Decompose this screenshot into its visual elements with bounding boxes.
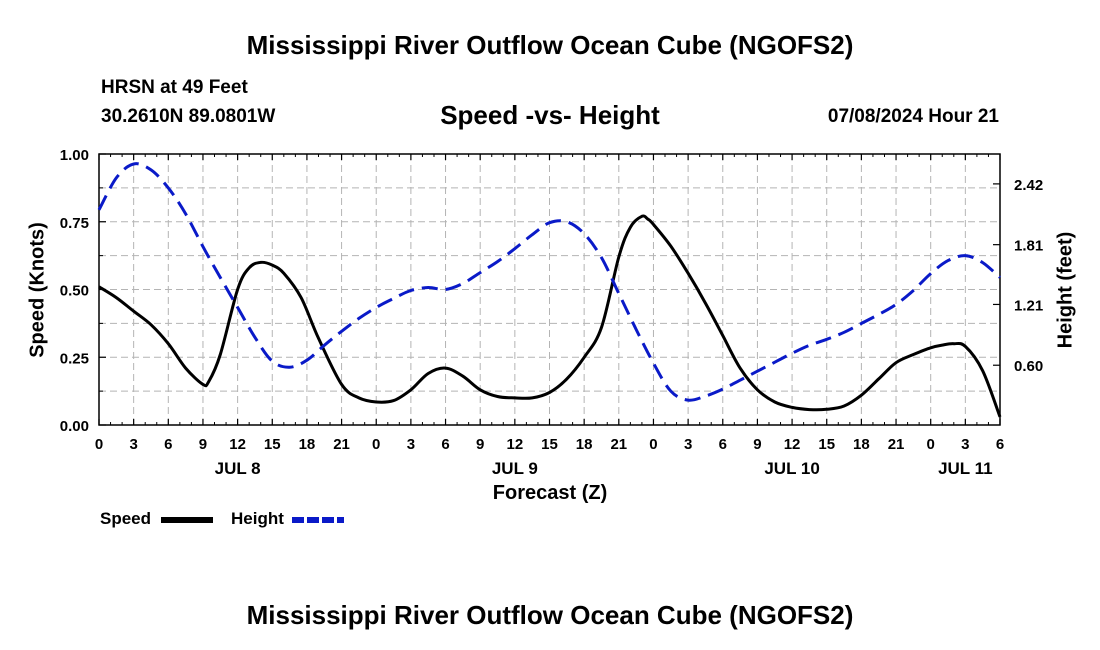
x-tick-label: 15 — [541, 436, 558, 453]
x-tick-label: 9 — [476, 436, 484, 453]
plot-frame — [98, 153, 1001, 426]
x-tick-label: 9 — [199, 436, 207, 453]
date-label: JUL 11 — [938, 459, 993, 478]
x-tick-label: 6 — [719, 436, 727, 453]
y-left-tick-label: 1.00 — [60, 147, 89, 164]
x-tick-label: 12 — [784, 436, 801, 453]
y-left-tick-label: 0.50 — [60, 283, 89, 300]
y-left-tick-label: 0.25 — [60, 350, 89, 367]
station-label: HRSN at 49 Feet — [101, 77, 248, 98]
date-label: JUL 10 — [764, 459, 819, 478]
x-tick-label: 6 — [996, 436, 1004, 453]
y-right-tick-label: 2.42 — [1014, 177, 1043, 194]
x-tick-label: 0 — [95, 436, 103, 453]
x-tick-label: 15 — [818, 436, 835, 453]
forecast-datestamp: 07/08/2024 Hour 21 — [827, 106, 999, 127]
x-tick-label: 12 — [507, 436, 524, 453]
x-tick-label: 21 — [610, 436, 627, 453]
date-label: JUL 9 — [492, 459, 538, 478]
x-tick-label: 18 — [299, 436, 316, 453]
x-tick-label: 18 — [853, 436, 870, 453]
chart-subtitle: Speed -vs- Height — [440, 100, 660, 130]
x-tick-label: 0 — [649, 436, 657, 453]
x-axis-label: Forecast (Z) — [492, 482, 608, 504]
x-tick-label: 0 — [372, 436, 380, 453]
x-tick-label: 0 — [927, 436, 935, 453]
y-right-tick-label: 0.60 — [1014, 358, 1043, 375]
x-tick-label: 9 — [753, 436, 761, 453]
x-tick-label: 3 — [407, 436, 415, 453]
series-line-speed — [98, 214, 1002, 418]
x-tick-label: 12 — [229, 436, 246, 453]
chart-title: Mississippi River Outflow Ocean Cube (NG… — [246, 30, 854, 60]
x-tick-label: 18 — [576, 436, 593, 453]
date-label: JUL 8 — [215, 459, 261, 478]
y-left-tick-label: 0.00 — [60, 418, 89, 435]
legend-label-height: Height — [231, 509, 284, 528]
x-tick-label: 6 — [441, 436, 449, 453]
y-left-tick-label: 0.75 — [60, 215, 89, 232]
x-tick-label: 3 — [129, 436, 137, 453]
x-tick-label: 21 — [888, 436, 905, 453]
footer-title: Mississippi River Outflow Ocean Cube (NG… — [246, 600, 854, 630]
x-tick-label: 15 — [264, 436, 281, 453]
station-coordinates: 30.2610N 89.0801W — [101, 106, 276, 127]
y-right-tick-label: 1.21 — [1014, 297, 1043, 314]
legend-label-speed: Speed — [100, 509, 152, 528]
x-tick-label: 3 — [961, 436, 969, 453]
x-tick-label: 6 — [164, 436, 172, 453]
x-tick-label: 21 — [333, 436, 350, 453]
x-tick-label: 3 — [684, 436, 692, 453]
series-line-height — [97, 162, 1001, 402]
y-right-tick-label: 1.81 — [1014, 238, 1043, 255]
